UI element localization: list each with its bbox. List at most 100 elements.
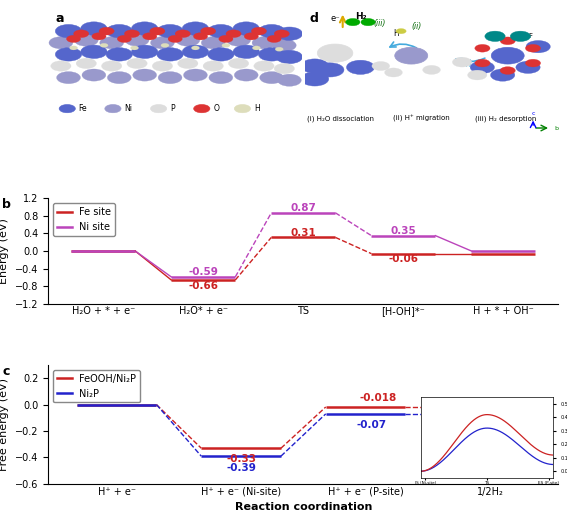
Circle shape <box>101 61 122 71</box>
Circle shape <box>182 22 209 35</box>
Circle shape <box>127 58 147 68</box>
Circle shape <box>274 30 289 37</box>
Circle shape <box>227 34 251 46</box>
Text: b: b <box>2 198 11 211</box>
Circle shape <box>130 46 138 50</box>
Circle shape <box>132 45 158 58</box>
Circle shape <box>161 43 169 47</box>
Circle shape <box>316 63 344 77</box>
Text: O: O <box>213 104 219 113</box>
Circle shape <box>491 47 524 64</box>
Text: P: P <box>332 48 338 58</box>
Circle shape <box>107 72 131 84</box>
Circle shape <box>276 50 303 64</box>
Circle shape <box>526 59 540 67</box>
Circle shape <box>346 18 360 26</box>
Text: (iii): (iii) <box>373 19 386 28</box>
Text: Ni: Ni <box>124 104 132 113</box>
Circle shape <box>201 37 225 49</box>
Circle shape <box>276 27 303 41</box>
Text: (i): (i) <box>464 59 473 68</box>
Circle shape <box>99 27 114 35</box>
Circle shape <box>510 31 531 42</box>
Circle shape <box>76 58 96 68</box>
Circle shape <box>125 34 149 46</box>
Text: (i) H₂O dissociation: (i) H₂O dissociation <box>307 115 374 122</box>
Y-axis label: Energy (eV): Energy (eV) <box>0 218 10 284</box>
Circle shape <box>259 48 285 61</box>
Circle shape <box>177 58 198 68</box>
Text: c: c <box>531 111 535 116</box>
Circle shape <box>201 27 216 35</box>
Circle shape <box>277 74 301 86</box>
Text: -0.39: -0.39 <box>226 463 256 473</box>
Circle shape <box>50 61 71 71</box>
Text: (ii): (ii) <box>411 22 421 31</box>
Circle shape <box>526 44 540 52</box>
Circle shape <box>222 43 230 47</box>
Circle shape <box>150 105 167 113</box>
X-axis label: Reaction coordination: Reaction coordination <box>235 502 372 512</box>
Text: (ii) H⁺ migration: (ii) H⁺ migration <box>393 114 450 122</box>
Text: 0.31: 0.31 <box>290 228 316 238</box>
Text: Fe: Fe <box>79 104 87 113</box>
Circle shape <box>274 64 294 74</box>
Circle shape <box>468 70 487 80</box>
Circle shape <box>229 58 249 68</box>
Circle shape <box>66 35 81 43</box>
Circle shape <box>260 72 284 84</box>
Circle shape <box>500 67 515 74</box>
Circle shape <box>194 105 210 113</box>
Circle shape <box>475 44 490 52</box>
Circle shape <box>452 57 472 67</box>
Circle shape <box>208 24 234 38</box>
Circle shape <box>384 68 403 77</box>
Circle shape <box>92 33 106 40</box>
Circle shape <box>106 48 133 61</box>
Text: 0.87: 0.87 <box>290 203 316 213</box>
Circle shape <box>70 46 78 50</box>
Circle shape <box>301 59 329 73</box>
Text: H: H <box>254 104 260 113</box>
Circle shape <box>516 61 540 74</box>
Circle shape <box>254 61 274 71</box>
Text: Fe: Fe <box>503 51 512 60</box>
Circle shape <box>157 48 183 61</box>
Text: c: c <box>2 365 10 378</box>
Circle shape <box>133 69 156 81</box>
Circle shape <box>500 37 515 45</box>
Text: a: a <box>56 12 64 25</box>
Circle shape <box>490 69 515 81</box>
Circle shape <box>158 72 182 84</box>
Circle shape <box>74 30 89 37</box>
Circle shape <box>81 45 107 58</box>
Circle shape <box>175 30 191 37</box>
Circle shape <box>275 47 284 52</box>
Circle shape <box>106 24 133 38</box>
Circle shape <box>124 30 139 37</box>
Legend: FeOOH/Ni₂P, Ni₂P: FeOOH/Ni₂P, Ni₂P <box>53 370 140 402</box>
Circle shape <box>100 37 124 49</box>
Circle shape <box>49 37 73 49</box>
Circle shape <box>251 27 266 35</box>
Circle shape <box>267 35 281 43</box>
Circle shape <box>132 22 158 35</box>
Text: d: d <box>310 12 319 25</box>
Circle shape <box>226 30 241 37</box>
Circle shape <box>105 105 121 113</box>
Text: (iii) H₂ desorption: (iii) H₂ desorption <box>475 115 536 122</box>
Text: H: H <box>393 29 399 38</box>
Circle shape <box>259 24 285 38</box>
Text: 0.35: 0.35 <box>391 226 416 236</box>
Circle shape <box>203 61 223 71</box>
Text: F: F <box>528 33 532 39</box>
Circle shape <box>475 59 490 67</box>
Text: -0.33: -0.33 <box>226 453 256 463</box>
Circle shape <box>150 27 165 35</box>
Text: -0.06: -0.06 <box>388 255 418 265</box>
Circle shape <box>184 69 208 81</box>
Text: -0.59: -0.59 <box>188 267 218 277</box>
Text: Ni: Ni <box>407 51 416 60</box>
Circle shape <box>252 46 260 50</box>
Circle shape <box>233 45 260 58</box>
